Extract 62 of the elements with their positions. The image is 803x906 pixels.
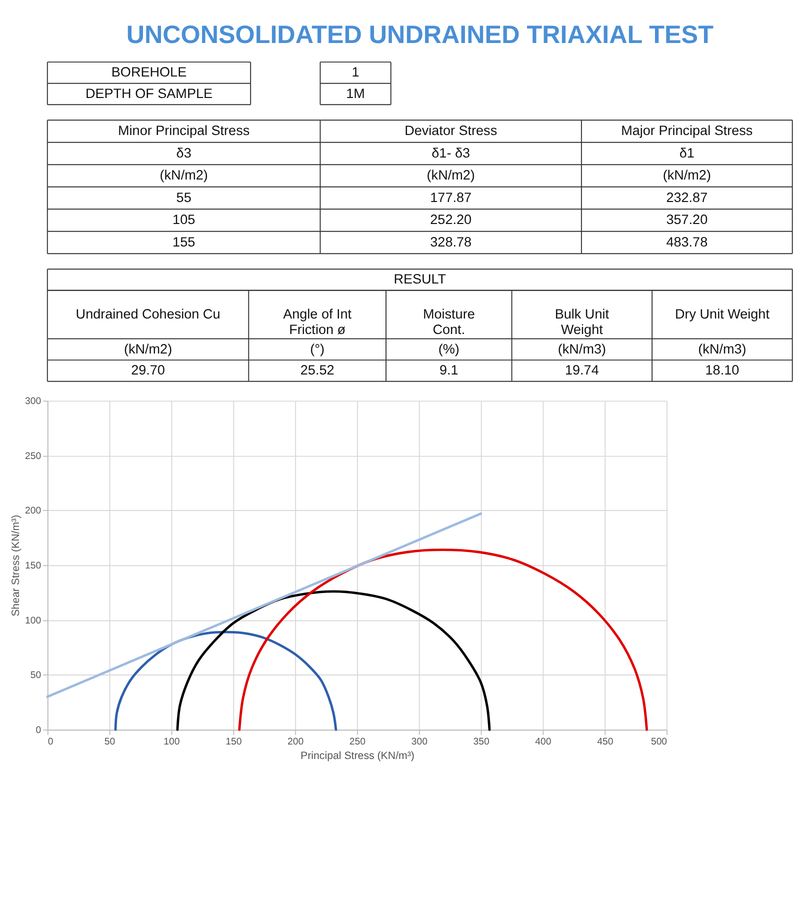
text: 1 — [352, 64, 360, 80]
text: Dry Unit Weight — [674, 306, 770, 322]
y-tick-label: 300 — [24, 396, 42, 408]
x-axis-title: Principal Stress (KN/m³) — [300, 750, 414, 762]
text: 1M — [346, 86, 365, 101]
text: 19.74 — [564, 362, 600, 378]
text: Undrained Cohesion Cu — [76, 306, 220, 322]
text: RESULT — [394, 272, 446, 287]
y-axis-title: Shear Stress (KN/m³) — [10, 514, 22, 616]
line-series — [114, 630, 338, 731]
text: (kN/m2) — [426, 168, 475, 183]
y-tick-label: 150 — [24, 560, 42, 572]
text: 155 — [172, 234, 196, 250]
text: (kN/m2) — [124, 341, 172, 356]
text: UNCONSOLIDATED UNDRAINED TRIAXIAL TEST — [126, 21, 714, 50]
text: 232.87 — [666, 190, 708, 205]
text: δ1 — [679, 145, 694, 160]
y-tick-label: 0 — [36, 725, 42, 736]
text: (kN/m3) — [558, 341, 606, 356]
text: Angle of Int Friction ø — [283, 306, 352, 337]
x-tick-label: 250 — [349, 736, 366, 748]
y-tick-label: 50 — [30, 670, 42, 682]
text: Moisture Cont. — [422, 306, 475, 337]
text: 357.20 — [666, 212, 708, 228]
text: 328.78 — [430, 234, 472, 250]
text: 55 — [176, 190, 192, 205]
x-tick-label: 350 — [473, 736, 490, 748]
x-tick-label: 100 — [164, 736, 180, 748]
text: (°) — [310, 341, 325, 356]
x-tick-label: 150 — [226, 736, 242, 748]
text: δ3 — [176, 145, 192, 160]
text: 29.70 — [131, 362, 165, 378]
text: (kN/m2) — [662, 168, 711, 183]
x-tick-label: 0 — [48, 736, 54, 748]
text: Minor Principal Stress — [118, 123, 250, 138]
text: Bulk Unit Weight — [554, 306, 610, 337]
text: Major Principal Stress — [621, 123, 753, 138]
text: 105 — [172, 212, 196, 228]
line-series — [176, 590, 491, 731]
y-tick-label: 200 — [24, 506, 42, 517]
text: 9.1 — [440, 362, 458, 378]
y-tick-label: 250 — [24, 450, 42, 462]
x-tick-label: 200 — [288, 736, 304, 748]
text: 18.10 — [705, 362, 740, 378]
x-tick-label: 50 — [104, 736, 116, 748]
text: 25.52 — [300, 362, 334, 378]
y-tick-label: 100 — [24, 615, 42, 626]
text: (kN/m2) — [160, 168, 208, 183]
text: 483.78 — [666, 234, 708, 250]
text: DEPTH OF SAMPLE — [85, 86, 213, 101]
text: BOREHOLE — [111, 64, 187, 80]
line-series — [238, 548, 648, 731]
text: (%) — [438, 341, 460, 356]
x-tick-label: 500 — [650, 736, 668, 748]
text: δ1- δ3 — [432, 145, 470, 160]
text: 177.87 — [430, 190, 472, 205]
x-tick-label: 450 — [597, 736, 614, 748]
text: (kN/m3) — [698, 341, 746, 356]
x-tick-label: 400 — [535, 736, 552, 748]
text: 252.20 — [430, 212, 472, 228]
text: Deviator Stress — [404, 123, 498, 138]
x-tick-label: 300 — [411, 736, 428, 748]
